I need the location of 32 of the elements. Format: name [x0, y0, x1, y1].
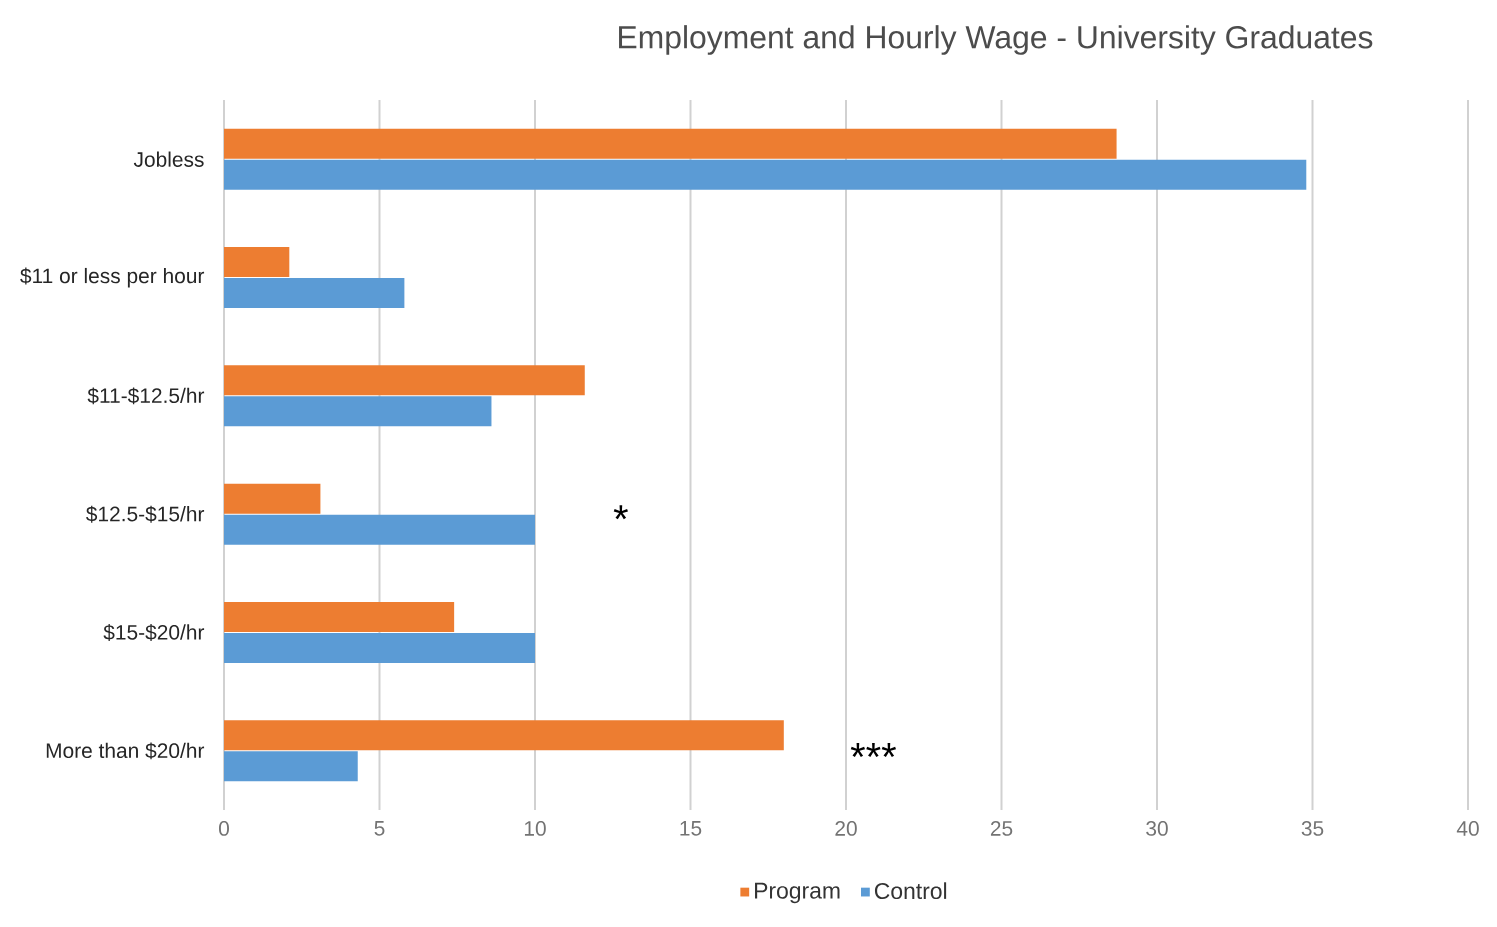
- x-tick-label: 0: [218, 821, 229, 836]
- y-tick-label: $11-$12.5/hr: [87, 387, 205, 405]
- bar: [224, 633, 535, 664]
- y-tick-label: Jobless: [133, 151, 204, 167]
- annotation: *: [613, 505, 628, 520]
- bar: [224, 483, 321, 514]
- bar: [224, 365, 585, 396]
- x-tick-label: 15: [680, 821, 702, 836]
- x-tick-label: 5: [374, 821, 385, 836]
- bar: [224, 602, 455, 633]
- bar: [224, 514, 535, 545]
- x-tick-label: 10: [524, 821, 546, 836]
- y-tick-label: $11 or less per hour: [20, 267, 205, 288]
- bar: [224, 396, 492, 427]
- bar: [224, 278, 405, 309]
- bar: [224, 128, 1117, 159]
- x-tick-label: 35: [1301, 821, 1324, 836]
- x-tick-label: 40: [1456, 821, 1479, 836]
- y-tick-label: More than $20/hr: [46, 742, 205, 760]
- x-tick-label: 20: [835, 821, 857, 836]
- bar: [224, 720, 784, 751]
- legend-label: Control: [874, 882, 947, 900]
- bar: [224, 159, 1307, 190]
- x-tick-label: 25: [990, 821, 1013, 836]
- bar: [224, 751, 358, 782]
- x-tick-label: 30: [1146, 821, 1168, 836]
- chart-title: Employment and Hourly Wage - University Graduates: [619, 25, 1373, 55]
- legend-label: Program: [755, 882, 840, 904]
- annotation: ***: [850, 743, 896, 758]
- y-tick-label: $15-$20/hr: [103, 624, 205, 641]
- y-tick-label: $12.5-$15/hr: [86, 505, 205, 523]
- bar: [224, 247, 290, 278]
